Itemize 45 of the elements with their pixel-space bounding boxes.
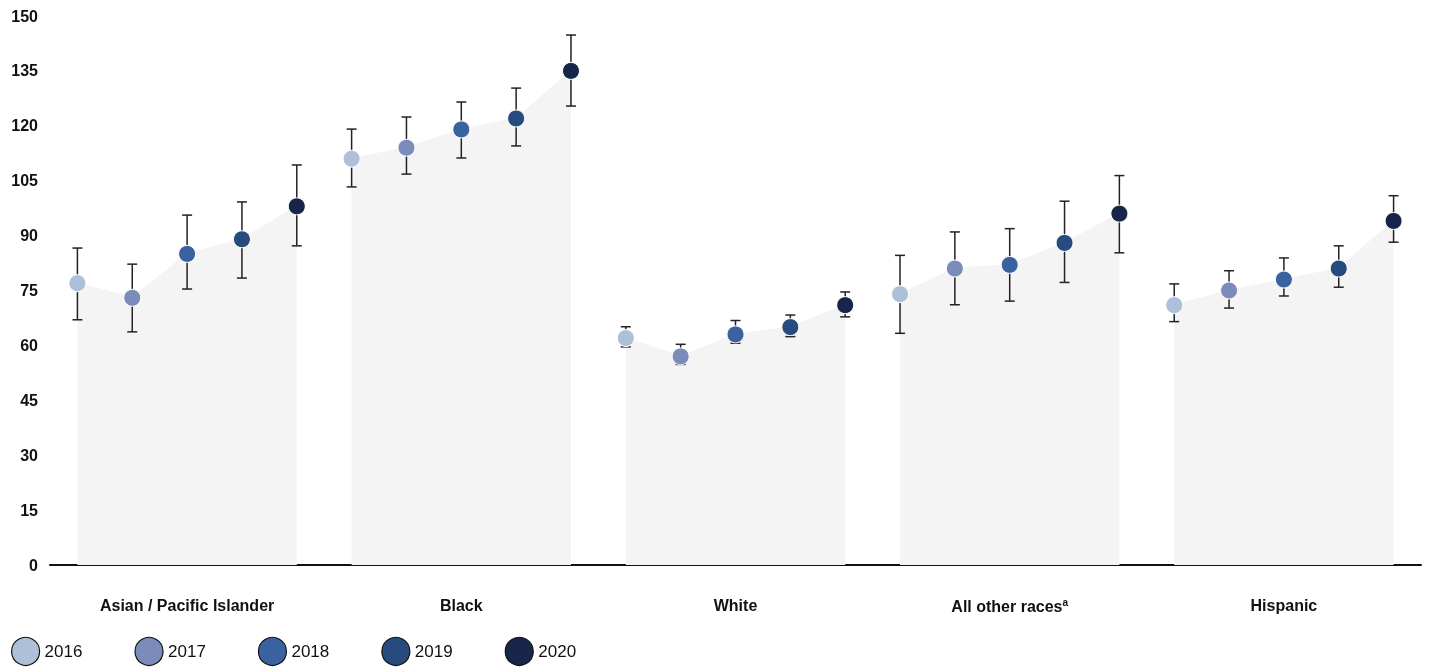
x-tick-label: White bbox=[713, 596, 758, 614]
legend-label: 2019 bbox=[414, 641, 453, 661]
point bbox=[945, 259, 964, 278]
y-tick-label: 45 bbox=[20, 391, 39, 409]
point bbox=[1329, 259, 1348, 278]
point bbox=[671, 347, 690, 366]
point bbox=[507, 109, 526, 128]
point bbox=[232, 230, 251, 249]
point bbox=[178, 244, 197, 263]
point bbox=[726, 325, 745, 344]
point bbox=[1000, 255, 1019, 274]
x-tick-label: Asian / Pacific Islander bbox=[99, 596, 275, 614]
y-tick-label: 135 bbox=[11, 62, 39, 80]
point bbox=[836, 296, 855, 315]
point bbox=[342, 149, 361, 168]
legend-label: 2017 bbox=[168, 641, 206, 661]
point bbox=[397, 138, 416, 157]
point bbox=[287, 197, 306, 216]
point bbox=[452, 120, 471, 139]
point bbox=[891, 285, 910, 304]
point bbox=[1055, 233, 1074, 252]
y-tick-label: 0 bbox=[29, 556, 39, 574]
point bbox=[1220, 281, 1239, 300]
y-tick-label: 105 bbox=[11, 172, 39, 190]
legend-label: 2016 bbox=[44, 641, 83, 661]
point bbox=[123, 288, 142, 307]
legend-label: 2020 bbox=[538, 641, 577, 661]
point bbox=[1165, 296, 1184, 315]
point bbox=[1110, 204, 1129, 223]
y-tick-label: 120 bbox=[11, 117, 39, 135]
point bbox=[781, 318, 800, 337]
y-tick-label: 60 bbox=[20, 336, 39, 354]
point bbox=[562, 61, 580, 80]
legend-label: 2018 bbox=[291, 641, 330, 661]
point bbox=[68, 274, 87, 293]
point bbox=[616, 329, 635, 348]
point bbox=[1384, 211, 1403, 230]
point bbox=[1274, 270, 1293, 289]
y-tick-label: 150 bbox=[11, 7, 39, 25]
x-tick-label: Hispanic bbox=[1250, 596, 1318, 614]
y-tick-label: 15 bbox=[20, 501, 39, 519]
y-tick-label: 75 bbox=[20, 282, 39, 299]
y-tick-label: 90 bbox=[20, 227, 39, 245]
x-tick-label: Black bbox=[439, 596, 483, 614]
y-tick-label: 30 bbox=[20, 446, 39, 464]
